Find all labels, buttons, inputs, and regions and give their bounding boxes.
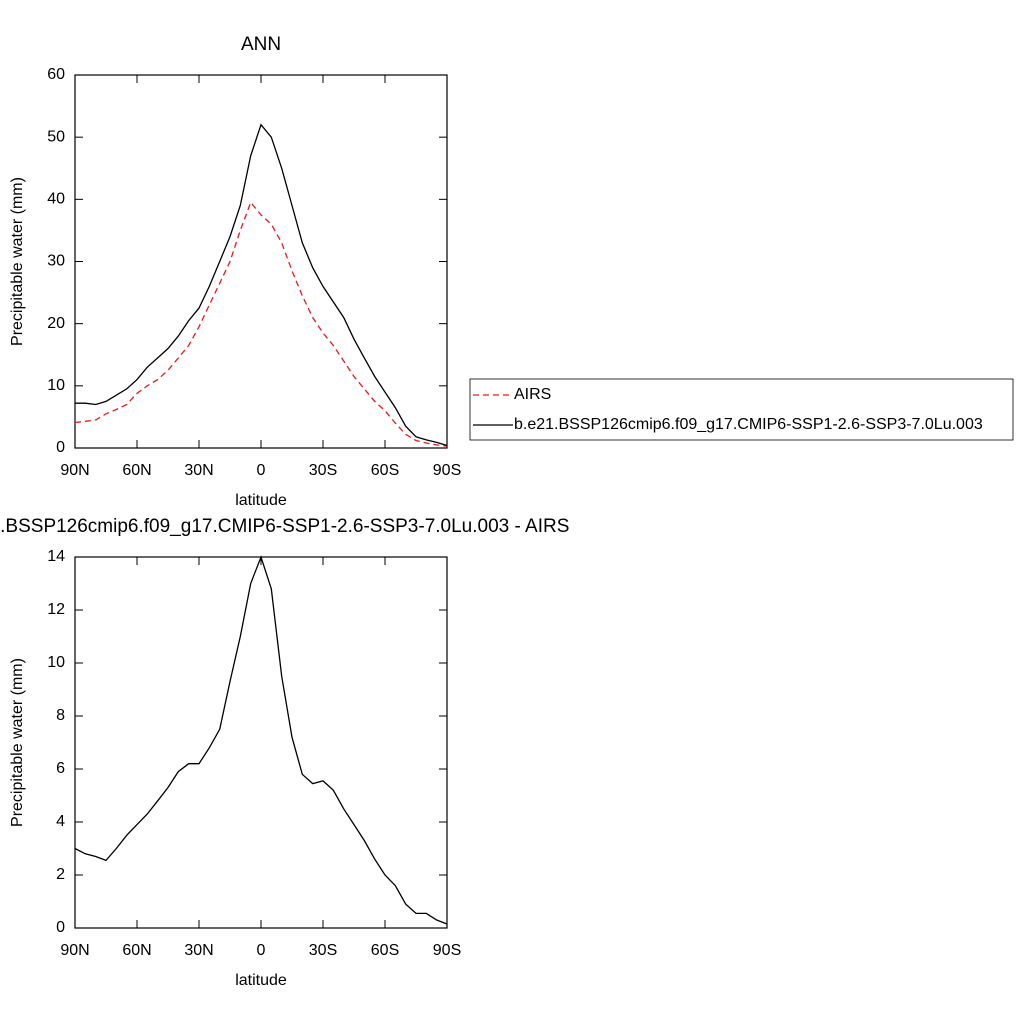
y-tick-label: 0 [56, 919, 65, 936]
y-tick-label: 30 [47, 253, 65, 270]
plot-frame [74, 556, 448, 929]
y-tick-label: 40 [47, 191, 65, 208]
y-tick-label: 2 [56, 866, 65, 883]
y-axis-title: Precipitable water (mm) [9, 658, 26, 827]
x-tick-label: 30N [184, 462, 213, 479]
y-axis-title: Precipitable water (mm) [9, 177, 26, 346]
y-tick-label: 20 [47, 315, 65, 332]
x-tick-label: 60N [122, 942, 151, 959]
x-tick-label: 30S [309, 462, 337, 479]
x-axis-title: latitude [235, 492, 287, 509]
x-tick-label: 90S [433, 942, 461, 959]
data-line [74, 555, 448, 925]
x-tick-label: 0 [257, 462, 266, 479]
legend-label: b.e21.BSSP126cmip6.f09_g17.CMIP6-SSP1-2.… [514, 416, 983, 433]
y-tick-label: 6 [56, 760, 65, 777]
x-tick-label: 90N [60, 462, 89, 479]
legend-box [469, 378, 1014, 441]
y-tick-label: 50 [47, 128, 65, 145]
x-tick-label: 30S [309, 942, 337, 959]
chart-title: ANN [241, 34, 281, 55]
x-tick-label: 60N [122, 462, 151, 479]
x-tick-label: 60S [371, 462, 399, 479]
plot-frame [74, 74, 448, 449]
y-tick-label: 4 [56, 813, 65, 830]
y-tick-label: 0 [56, 439, 65, 456]
x-tick-label: 0 [257, 942, 266, 959]
y-tick-label: 10 [47, 654, 65, 671]
x-tick-label: 30N [184, 942, 213, 959]
y-tick-label: 10 [47, 377, 65, 394]
x-tick-label: 90N [60, 942, 89, 959]
x-tick-label: 90S [433, 462, 461, 479]
y-tick-label: 8 [56, 707, 65, 724]
y-tick-label: 14 [47, 548, 65, 565]
y-tick-label: 12 [47, 601, 65, 618]
x-axis-title: latitude [235, 972, 287, 989]
legend-label: AIRS [514, 386, 551, 403]
y-tick-label: 60 [47, 66, 65, 83]
data-line [75, 123, 448, 447]
x-tick-label: 60S [371, 942, 399, 959]
chart-title: b.e21.BSSP126cmip6.f09_g17.CMIP6-SSP1-2.… [0, 516, 569, 537]
data-line [74, 201, 448, 447]
